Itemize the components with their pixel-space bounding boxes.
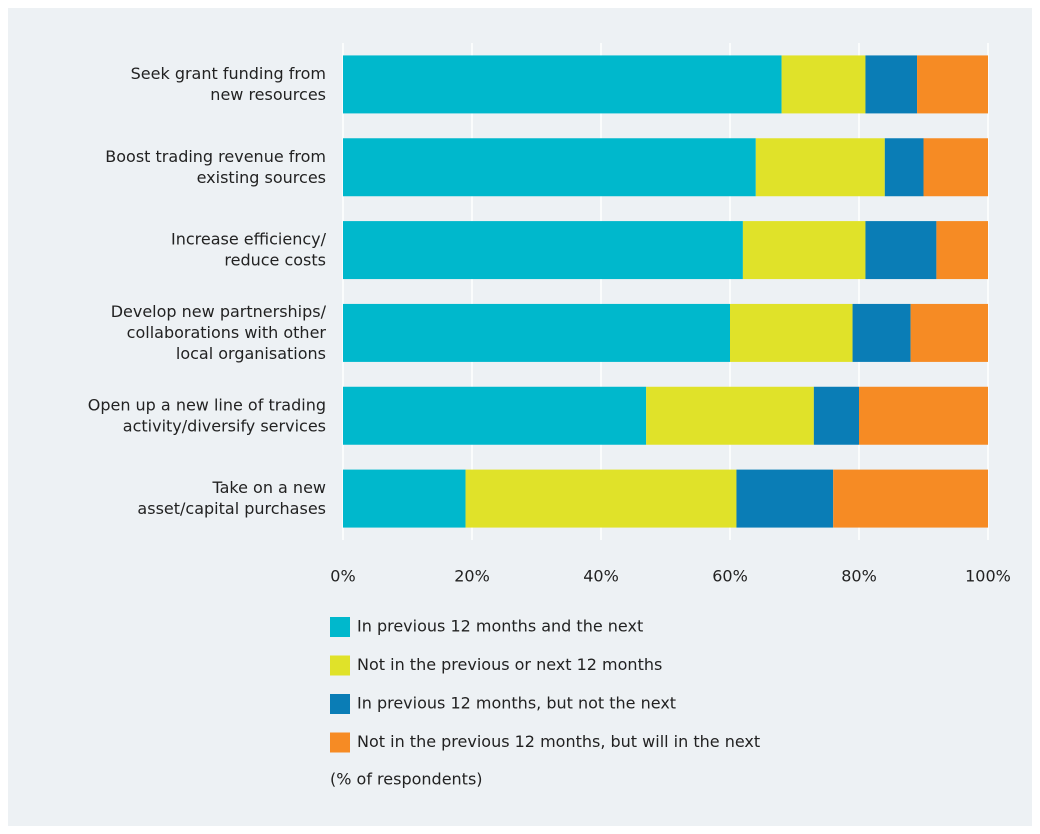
x-tick-label: 100% xyxy=(965,567,1011,586)
bar-segment xyxy=(343,221,743,280)
bar-segment xyxy=(852,303,911,362)
legend-swatch xyxy=(330,655,350,676)
label-line: collaborations with other xyxy=(127,322,327,341)
note: (% of respondents) xyxy=(330,770,483,789)
label-line: Boost trading revenue from xyxy=(105,146,326,165)
legend-label: Not in the previous 12 months, but will … xyxy=(357,732,760,751)
bar-segment xyxy=(813,386,859,445)
label-line: existing sources xyxy=(197,167,326,186)
bar-segment xyxy=(936,221,988,280)
label-line: Develop new partnerships/ xyxy=(111,301,327,320)
bar-segment xyxy=(755,138,885,197)
bar-segment xyxy=(736,469,834,528)
bar-segment xyxy=(730,303,853,362)
legend-swatch xyxy=(330,732,350,753)
bar-segment xyxy=(343,138,756,197)
bar-segment xyxy=(742,221,866,280)
label-line: local organisations xyxy=(176,343,326,362)
bar-segment xyxy=(646,386,814,445)
label-line: Increase efficiency/ xyxy=(171,229,327,248)
label-line: activity/diversify services xyxy=(123,416,326,435)
bar-segment xyxy=(343,469,466,528)
label-line: new resources xyxy=(210,84,326,103)
bar-segment xyxy=(923,138,988,197)
y-tick-label: Open up a new line of trading activity/di… xyxy=(88,395,326,435)
x-tick-label: 60% xyxy=(712,567,748,586)
bar-segment xyxy=(884,138,924,197)
legend-swatch xyxy=(330,694,350,714)
bar-segment xyxy=(833,469,988,528)
legend-label: In previous 12 months, but not the next xyxy=(357,694,676,713)
bar-segment xyxy=(343,303,730,362)
y-tick-label: Develop new partnerships/collaborations … xyxy=(111,301,327,362)
y-tick-label: Boost trading revenue from existing sourc… xyxy=(105,146,326,186)
bar-segment xyxy=(865,55,918,114)
legend-label: Not in the previous or next 12 months xyxy=(357,655,662,674)
x-tick-label: 40% xyxy=(583,567,619,586)
label-line: reduce costs xyxy=(224,250,326,269)
label-line: Seek grant funding from xyxy=(131,63,326,82)
y-tick-label: Seek grant funding from new resources xyxy=(131,63,326,103)
x-tick-label: 0% xyxy=(330,567,355,586)
legend-swatch xyxy=(330,617,350,637)
grid xyxy=(342,43,989,540)
bar-segment xyxy=(917,55,988,114)
bar-segment xyxy=(465,469,737,528)
y-tick-label: Take on a new asset/capital purchases xyxy=(137,478,326,518)
bar-segment xyxy=(865,221,937,280)
bar-segment xyxy=(343,55,782,114)
bar-segment xyxy=(343,386,647,445)
label-line: Open up a new line of trading xyxy=(88,395,326,414)
x-tick-label: 20% xyxy=(454,567,490,586)
label-line: asset/capital purchases xyxy=(137,499,326,518)
bar-segment xyxy=(910,303,988,362)
bar-segment xyxy=(859,386,988,445)
bar-segment xyxy=(781,55,866,114)
label-line: Take on a new xyxy=(211,478,326,497)
legend-label: In previous 12 months and the next xyxy=(357,617,643,636)
x-tick-label: 80% xyxy=(841,567,877,586)
y-tick-label: Increase efficiency/reduce costs xyxy=(171,229,327,269)
